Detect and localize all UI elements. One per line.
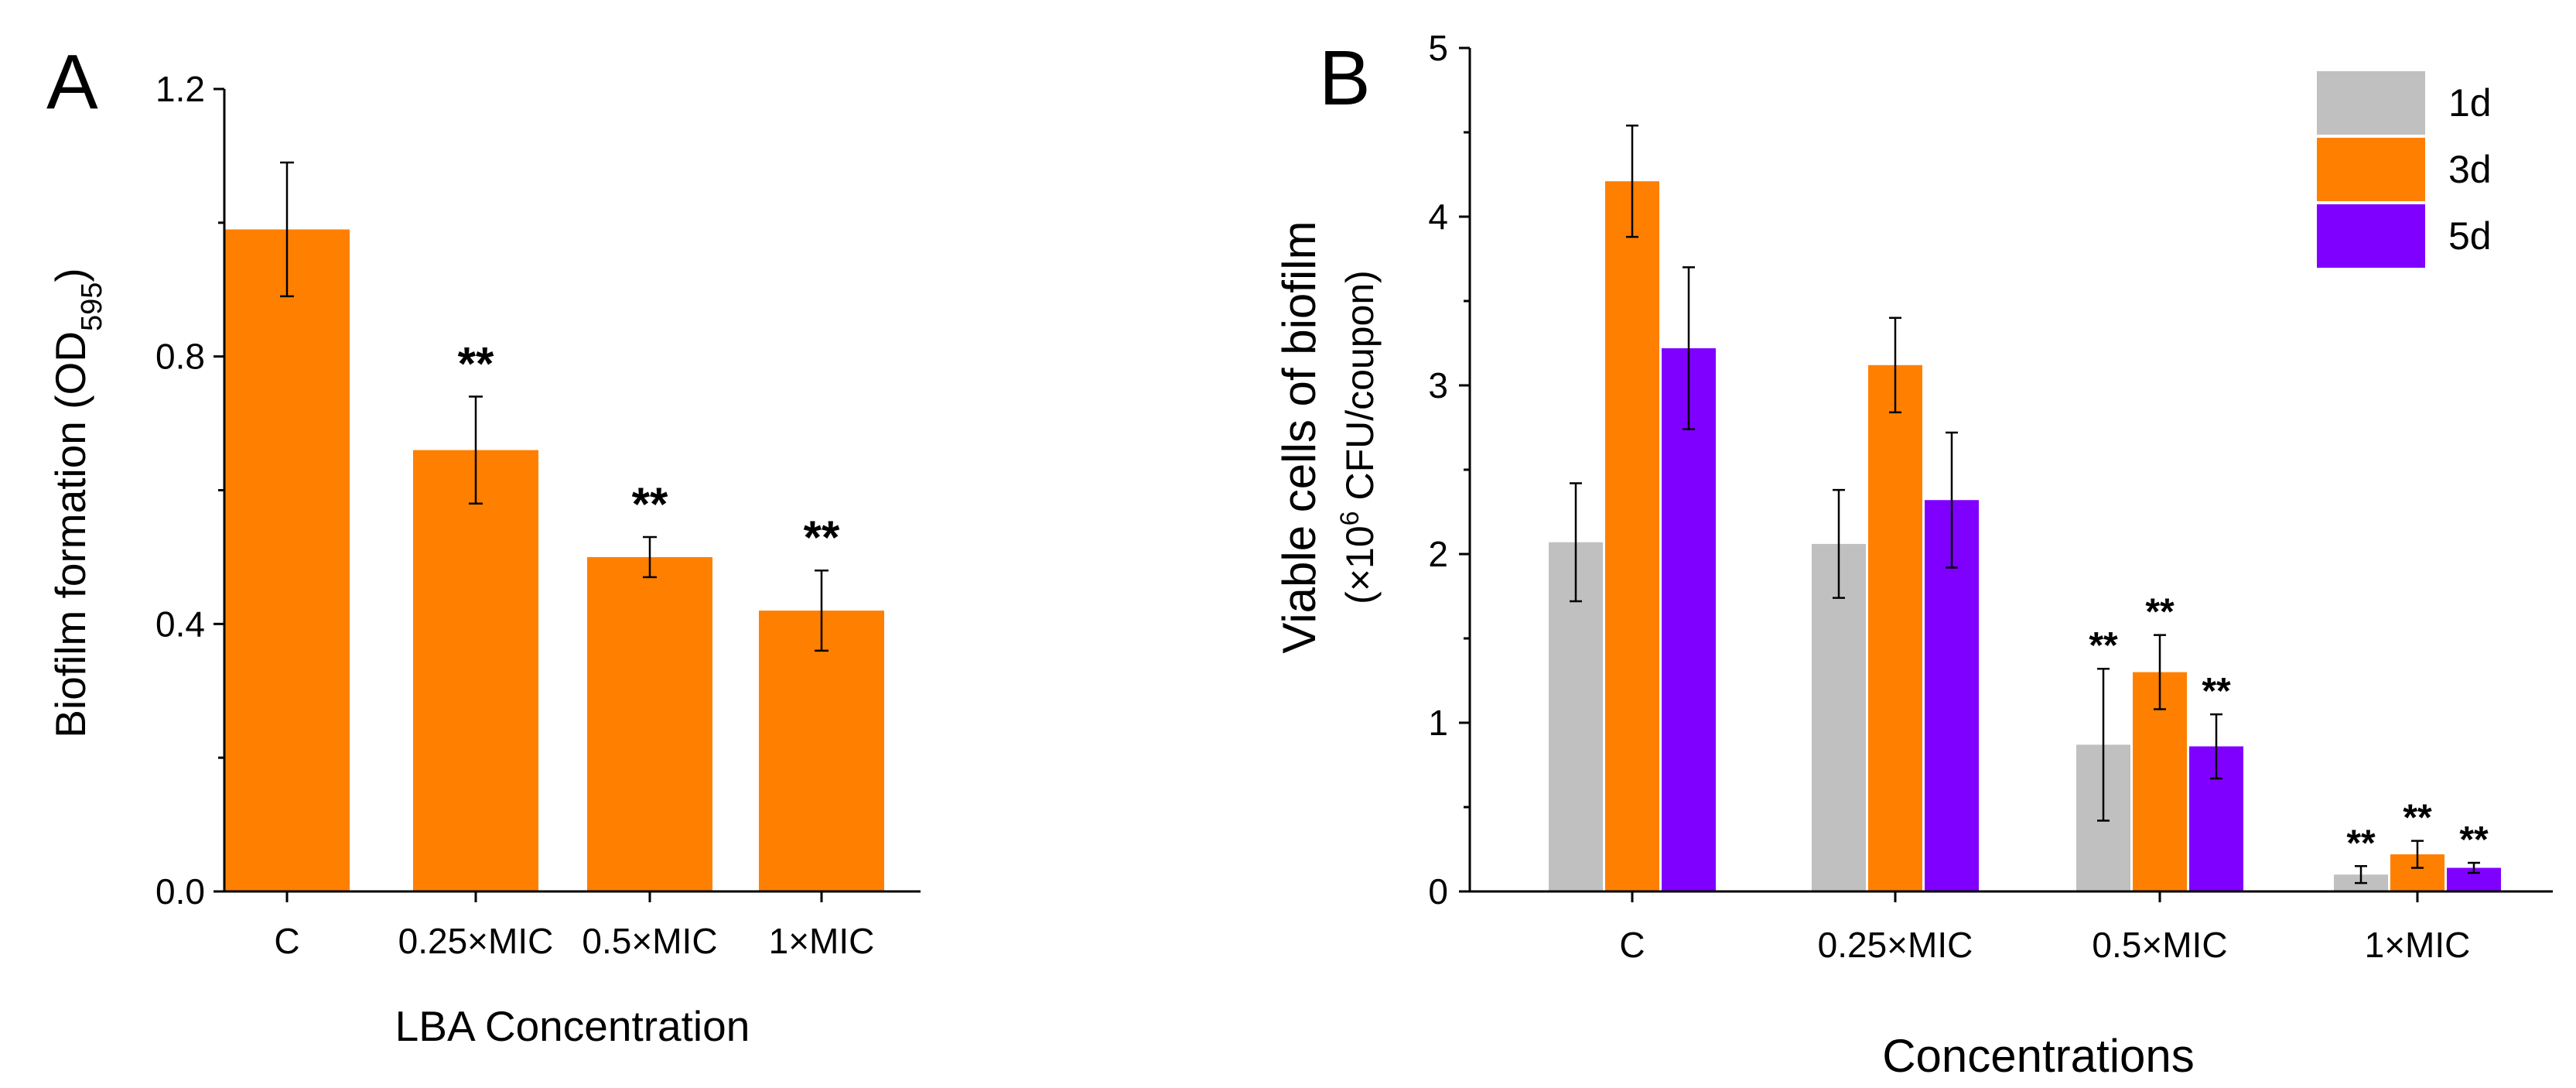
panel-b-y-axis-title-line2: (×106 CFU/coupon) xyxy=(1335,270,1382,604)
panel-a-bar-3 xyxy=(759,611,884,891)
panel-b-y-tick-label-5: 5 xyxy=(1428,28,1448,68)
panel-b-significance-3d-3: ** xyxy=(2403,798,2432,839)
panel-b-y-tick-label-1: 1 xyxy=(1428,703,1448,743)
panel-a-error-bar-2 xyxy=(643,535,657,579)
panel-a-error-bar-2-lines xyxy=(643,535,657,579)
panel-b-significance-5d-3: ** xyxy=(2459,819,2489,860)
panel-a-error-bar-0 xyxy=(280,161,294,298)
panel-b-legend-swatch-5d xyxy=(2317,204,2425,268)
panel-a-y-tick-label-2: 0.8 xyxy=(155,337,205,377)
panel-b-legend-swatch-1d xyxy=(2317,71,2425,135)
panel-b-error-bar-1d-2 xyxy=(2097,667,2110,822)
panel-b-significance-1d-3: ** xyxy=(2346,823,2376,864)
panel-a-bar-2 xyxy=(587,556,712,891)
panel-a-chart: A ** ** ** C 0.25×MIC 0.5×MIC 1×MIC 0.0 0.4 0.8 1… xyxy=(46,39,921,1050)
panel-b-error-bar-1d-3 xyxy=(2355,865,2367,884)
panel-b-bar-3d-1 xyxy=(1868,364,1922,892)
panel-a-letter: A xyxy=(46,39,98,125)
panel-b-error-bar-1d-2-lines xyxy=(2097,667,2110,822)
panel-b-error-bar-3d-0-lines xyxy=(1626,125,1638,238)
panel-a-error-bar-3-lines xyxy=(815,569,828,652)
panel-b-chart: B ** ** ** ** ** ** C 0.25×MIC 0.5×MIC 1×MIC 0 1 2 3… xyxy=(1273,28,2553,1082)
panel-a-x-tick-label-2: 0.5×MIC xyxy=(582,921,717,961)
panel-a-significance-1: ** xyxy=(458,338,494,390)
panel-a-error-bar-1-lines xyxy=(469,395,483,505)
panel-b-bar-3d-0 xyxy=(1605,181,1659,892)
panel-a-y-axis-title-main: Biofilm formation (OD xyxy=(46,331,94,738)
panel-b-error-bar-3d-2 xyxy=(2154,634,2166,710)
panel-b-significance-3d-2: ** xyxy=(2145,592,2175,633)
panel-b-legend-label-5d: 5d xyxy=(2448,214,2492,258)
panel-b-error-bar-5d-0 xyxy=(1683,266,1695,430)
panel-b-error-bar-1d-1-lines xyxy=(1833,488,1845,599)
panel-b-bar-5d-0 xyxy=(1662,348,1716,891)
panel-b-error-bar-3d-2-lines xyxy=(2154,634,2166,710)
panel-b-x-tick-label-3: 1×MIC xyxy=(2365,925,2471,965)
panel-b-error-bar-5d-0-lines xyxy=(1683,266,1695,430)
panel-b-error-bar-5d-2-lines xyxy=(2210,713,2222,780)
panel-b-bar-1d-1 xyxy=(1812,543,1866,891)
panel-b-legend: 1d 3d 5d xyxy=(2317,71,2492,268)
panel-b-error-bar-1d-3-lines xyxy=(2355,865,2367,884)
panel-a-error-bar-0-lines xyxy=(280,161,294,298)
panel-b-y-axis-title-line2-pre: (×10 xyxy=(1338,525,1382,604)
panel-a-marks: ** ** ** xyxy=(224,161,884,892)
panel-b-error-bar-5d-1-lines xyxy=(1946,431,1958,569)
panel-a-x-axis-title: LBA Concentration xyxy=(395,1002,750,1050)
panel-a-y-axis-title-subscript: 595 xyxy=(76,282,108,331)
panel-b-error-bar-1d-0 xyxy=(1570,482,1582,603)
panel-b-y-axis-title-line2-post: CFU/coupon) xyxy=(1338,270,1382,511)
panel-a-y-tick-label-3: 1.2 xyxy=(155,69,205,109)
panel-b-error-bar-3d-1 xyxy=(1889,316,1901,414)
panel-a-x-tick-label-0: C xyxy=(274,921,299,961)
panel-b-error-bar-5d-1 xyxy=(1946,431,1958,569)
panel-b-x-axis-title: Concentrations xyxy=(1882,1030,2195,1082)
panel-a-y-axis-title-close: ) xyxy=(46,268,94,282)
panel-b-y-axis-title-line2-superscript: 6 xyxy=(1335,511,1365,525)
panel-b-x-tick-label-0: C xyxy=(1619,925,1645,965)
panel-a-ticks: C 0.25×MIC 0.5×MIC 1×MIC 0.0 0.4 0.8 1.2 xyxy=(155,69,874,961)
panel-b-y-axis-title-line1: Viable cells of biofilm xyxy=(1273,221,1325,653)
panel-b-error-bar-1d-1 xyxy=(1833,488,1845,599)
panel-a-y-tick-label-0: 0.0 xyxy=(155,871,205,912)
panel-b-error-bar-5d-3 xyxy=(2468,861,2480,874)
panel-b-y-tick-label-0: 0 xyxy=(1428,871,1448,912)
panel-a-significance-2: ** xyxy=(632,478,668,530)
panel-b-legend-label-1d: 1d xyxy=(2448,81,2492,125)
panel-b-error-bar-3d-0 xyxy=(1626,125,1638,238)
panel-b-letter: B xyxy=(1319,35,1371,121)
panel-b-y-tick-label-3: 3 xyxy=(1428,365,1448,405)
panel-b-error-bar-5d-3-lines xyxy=(2468,861,2480,874)
panel-a-error-bar-1 xyxy=(469,395,483,505)
panel-b-error-bar-1d-0-lines xyxy=(1570,482,1582,603)
panel-b-y-tick-label-4: 4 xyxy=(1428,197,1448,237)
panel-b-marks: ** ** ** ** ** ** xyxy=(1549,125,2501,892)
panel-b-legend-label-3d: 3d xyxy=(2448,148,2492,191)
panel-a-bar-0 xyxy=(224,229,350,892)
panel-a-error-bar-3 xyxy=(815,569,828,652)
panel-b-x-tick-label-1: 0.25×MIC xyxy=(1818,925,1973,965)
panel-a-y-axis-title: Biofilm formation (OD595) xyxy=(46,268,108,737)
panel-a-x-tick-label-3: 1×MIC xyxy=(769,921,875,961)
panel-a-x-tick-label-1: 0.25×MIC xyxy=(398,921,554,961)
panel-b-y-tick-label-2: 2 xyxy=(1428,534,1448,574)
panel-b-legend-swatch-3d xyxy=(2317,138,2425,201)
panel-b-error-bar-3d-3 xyxy=(2411,840,2424,869)
panel-a-significance-3: ** xyxy=(804,511,840,563)
panel-b-error-bar-5d-2 xyxy=(2210,713,2222,780)
panel-b-x-tick-label-2: 0.5×MIC xyxy=(2092,925,2227,965)
panel-a-bar-1 xyxy=(413,450,538,891)
panel-a-y-tick-label-1: 0.4 xyxy=(155,604,205,644)
panel-b-significance-1d-2: ** xyxy=(2089,625,2118,666)
panel-b-error-bar-3d-1-lines xyxy=(1889,316,1901,414)
panel-b-error-bar-3d-3-lines xyxy=(2411,840,2424,869)
panel-b-significance-5d-2: ** xyxy=(2202,671,2231,712)
panel-b-ticks: C 0.25×MIC 0.5×MIC 1×MIC 0 1 2 3 4 5 xyxy=(1428,28,2470,965)
